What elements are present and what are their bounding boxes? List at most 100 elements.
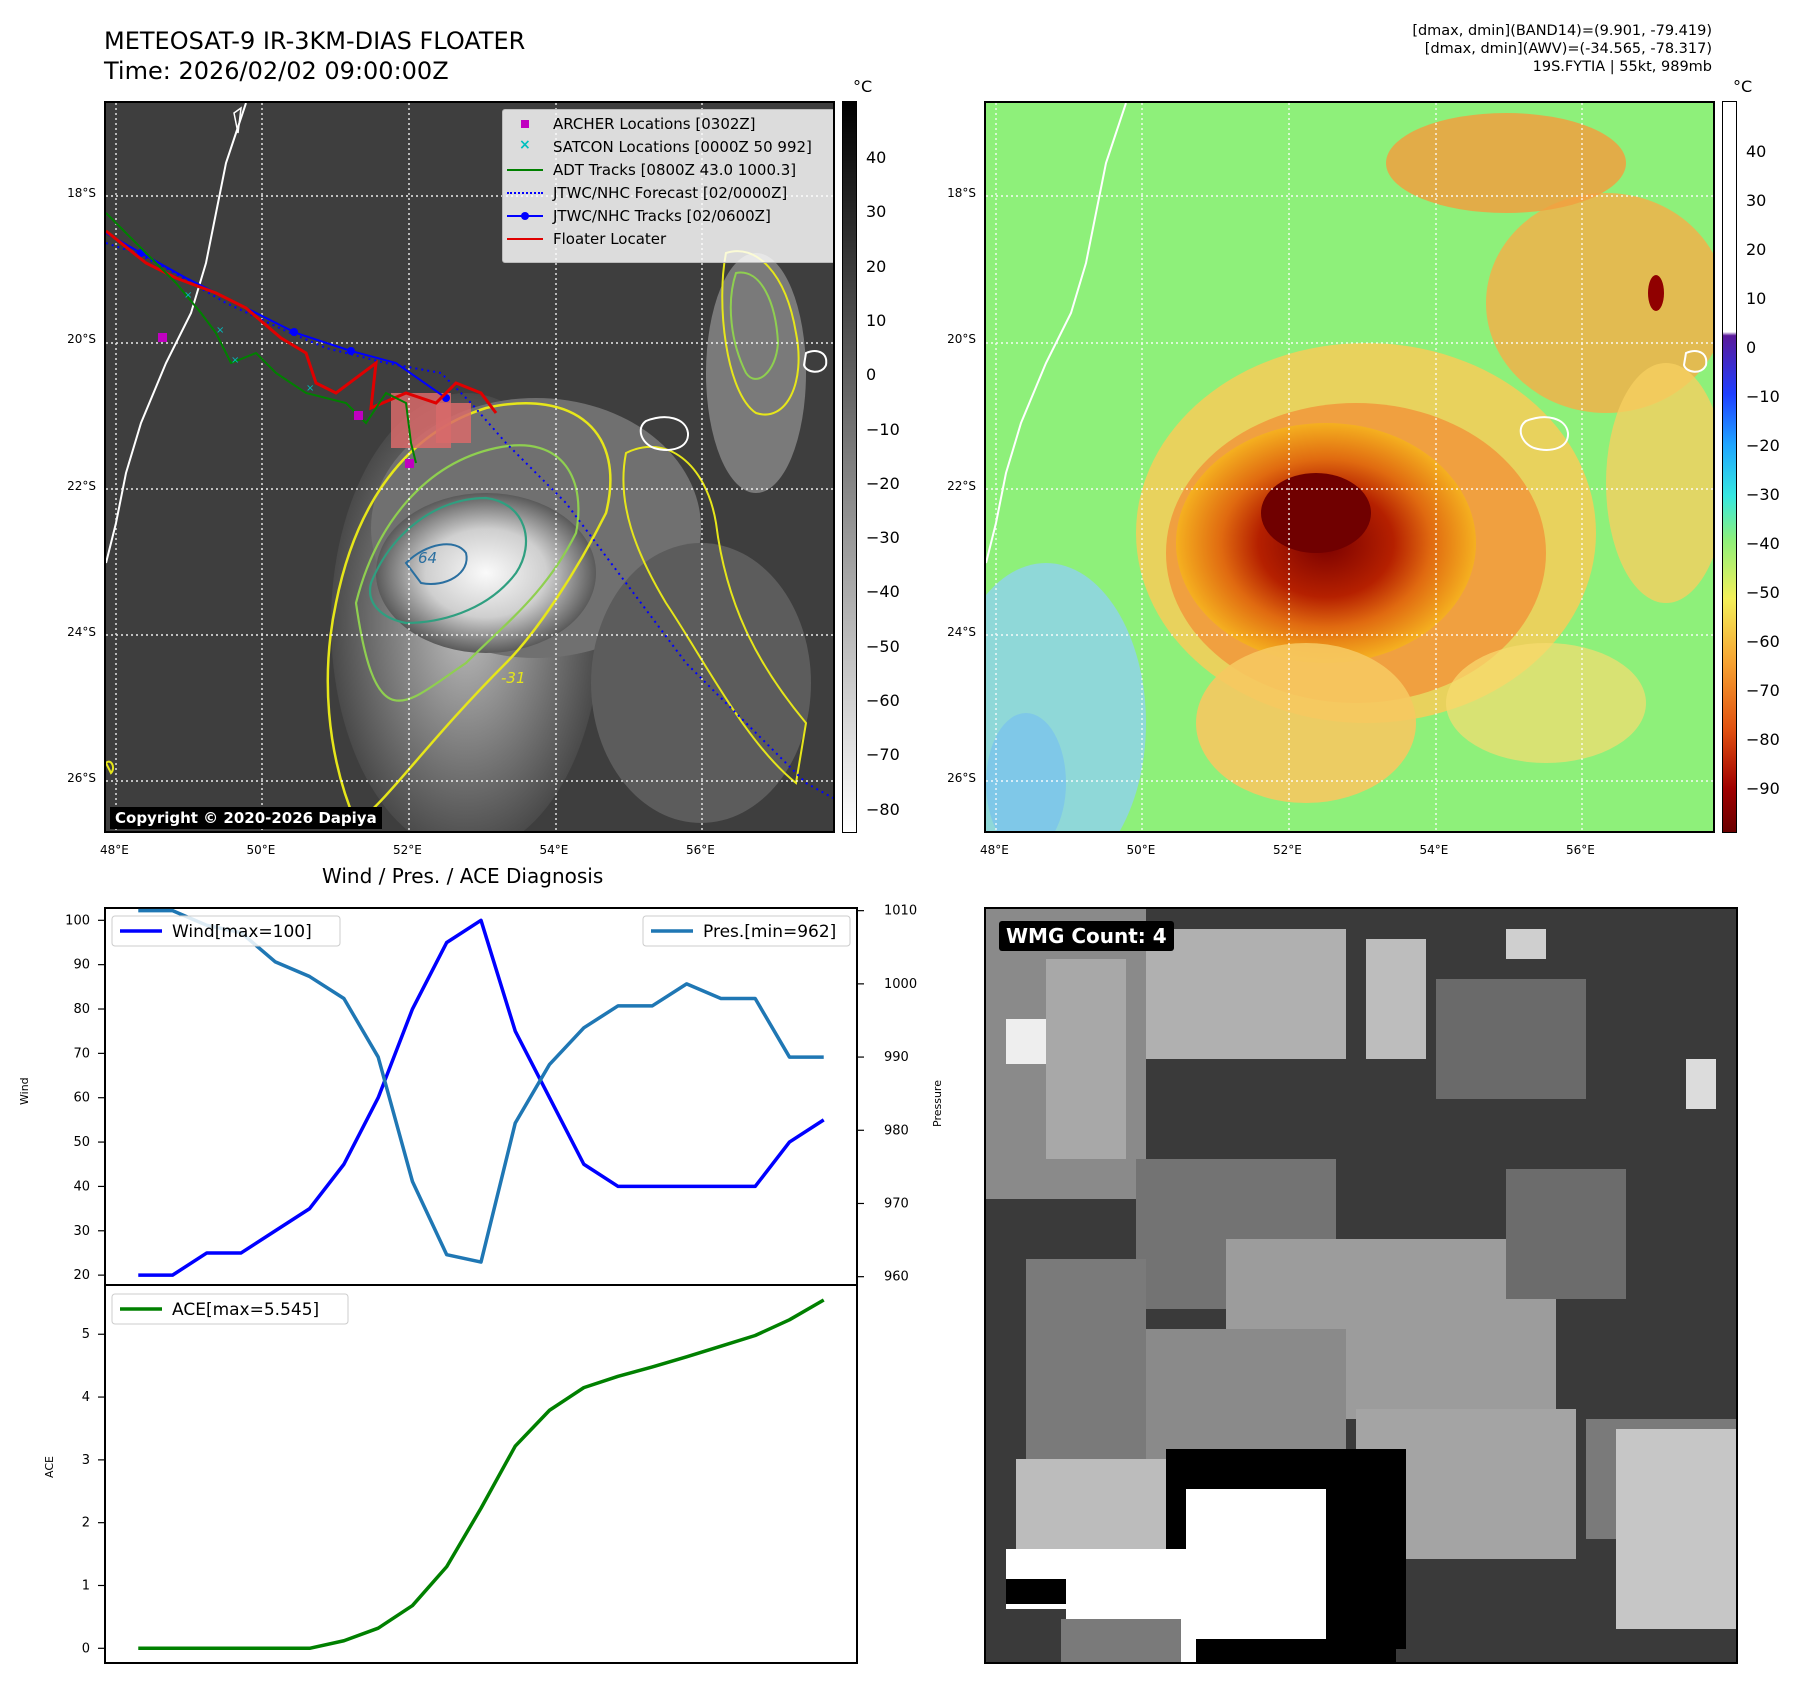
colorbar-tick-label: −10 [1746,387,1780,406]
storm-status: 19S.FYTIA | 55kt, 989mb [1532,59,1712,75]
ir-colorbar [842,101,857,833]
colorbar-tick-label: −40 [866,582,900,602]
ace-tick-label: 2 [82,1516,90,1531]
timestamp: Time: 2026/02/02 09:00:00Z [104,57,449,85]
contour-label: 64 [418,549,437,567]
satellite-title: METEOSAT-9 IR-3KM-DIAS FLOATER [104,27,526,55]
colorbar-tick-label: 40 [1746,142,1767,161]
ir-map-panel: × × × × 64 -31 Copyright © 2020-2026 Dapiya… [104,101,835,833]
ace-tick-label: 0 [82,1641,90,1656]
colorbar-tick-label: −90 [1746,779,1780,798]
band14-range: [dmax, dmin](BAND14)=(9.901, -79.419) [1412,23,1712,39]
wind-tick-label: 70 [73,1046,90,1061]
colorbar-tick-label: 10 [1746,289,1767,308]
wind-tick-label: 60 [73,1091,90,1106]
ace-frame [104,1284,858,1664]
colorbar-tick-label: −70 [866,745,900,765]
pressure-tick-label: 1000 [884,977,917,992]
colorbar-tick-label: 10 [866,310,887,330]
ace-tick-label: 5 [82,1327,90,1342]
svg-text:×: × [231,355,239,366]
legend-item: ADT Tracks [0800Z 43.0 1000.3] [507,158,833,181]
wind-tick-label: 40 [73,1179,90,1194]
legend-label: JTWC/NHC Forecast [02/0000Z] [553,183,788,202]
legend-swatch-icon [507,233,543,245]
lat-tick-label: 22°S [947,478,976,493]
chart-title: METEOSAT-9 IR-3KM-DIAS FLOATER Time: 202… [104,26,525,86]
lon-tick-label: 54°E [1419,843,1449,857]
colorbar-tick-label: 20 [1746,240,1767,259]
legend-swatch-icon [507,118,543,130]
wind-tick-label: 80 [73,1002,90,1017]
legend-label: Floater Locater [553,229,667,248]
lon-tick-label: 52°E [393,843,422,857]
legend-item: × SATCON Locations [0000Z 50 992] [507,135,833,158]
colorbar-tick-label: 20 [866,256,887,276]
colorbar-tick-label: 0 [1746,338,1757,357]
ace-tick-label: 1 [82,1578,90,1593]
legend-swatch-icon [507,210,543,222]
awv-range: [dmax, dmin](AWV)=(-34.565, -78.317) [1424,41,1712,57]
legend-label: ARCHER Locations [0302Z] [553,114,756,133]
ace-legend-label: ACE[max=5.545] [172,1300,319,1320]
wmg-count-badge: WMG Count: 4 [999,921,1174,951]
legend-label: SATCON Locations [0000Z 50 992] [553,137,812,156]
lat-tick-label: 24°S [947,624,976,639]
enhanced-colorbar [1722,101,1737,833]
legend-item: ARCHER Locations [0302Z] [507,112,833,135]
enhanced-colorbar-unit: °C [1733,77,1753,96]
legend-label: ADT Tracks [0800Z 43.0 1000.3] [553,160,797,179]
colorbar-tick-label: −50 [866,636,900,656]
lat-tick-label: 26°S [67,771,96,786]
wind-tick-label: 20 [73,1268,90,1283]
pressure-legend-label: Pres.[min=962] [703,922,836,942]
wmg-panel: WMG Count: 4 [984,907,1738,1664]
legend-swatch-icon [507,164,543,176]
lon-tick-label: 54°E [539,843,569,857]
legend-item: Floater Locater [507,227,833,250]
contour-label: -31 [501,669,526,687]
lon-tick-label: 52°E [1273,843,1302,857]
pressure-legend-box [642,915,851,947]
enhanced-map-image [986,103,1713,831]
wind-tick-label: 50 [73,1135,90,1150]
lat-tick-label: 18°S [947,186,976,200]
wind-legend-box [111,915,341,947]
colorbar-tick-label: −30 [1746,485,1780,504]
ir-map-image: × × × × 64 -31 [106,103,833,831]
ir-colorbar-unit: °C [853,77,873,96]
lon-tick-label: 48°E [980,843,1009,857]
lat-tick-label: 18°S [67,186,96,200]
map-legend: ARCHER Locations [0302Z] × SATCON Location… [502,109,833,263]
colorbar-tick-label: −80 [866,799,900,819]
lat-tick-label: 20°S [67,332,96,347]
lon-tick-label: 50°E [246,843,276,857]
colorbar-tick-label: 30 [1746,191,1767,210]
copyright-label: Copyright © 2020-2026 Dapiya [110,807,382,829]
lon-tick-label: 48°E [100,843,129,857]
legend-swatch-icon [507,187,543,199]
legend-swatch-icon: × [519,136,531,153]
legend-item: JTWC/NHC Tracks [02/0600Z] [507,204,833,227]
colorbar-tick-label: −10 [866,419,900,439]
lon-tick-label: 56°E [686,843,715,857]
colorbar-tick-label: −20 [1746,436,1780,455]
wind-tick-label: 100 [65,913,90,928]
svg-text:×: × [306,383,314,394]
colorbar-tick-label: −60 [866,691,900,710]
wind-tick-label: 30 [73,1224,90,1239]
ace-series-line [138,1298,825,1651]
colorbar-tick-label: 40 [866,148,887,167]
legend-label: JTWC/NHC Tracks [02/0600Z] [553,206,771,225]
colorbar-tick-label: 30 [866,202,887,222]
colorbar-tick-label: −40 [1746,534,1780,553]
storm-info: [dmax, dmin](BAND14)=(9.901, -79.419) [d… [1412,22,1712,76]
colorbar-tick-label: −70 [1746,681,1780,700]
colorbar-tick-label: −60 [1746,632,1780,651]
colorbar-tick-label: 0 [866,365,877,385]
lon-tick-label: 56°E [1566,843,1595,857]
enhanced-map-panel [984,101,1715,833]
lat-tick-label: 22°S [67,478,96,493]
pressure-tick-label: 980 [884,1123,909,1138]
